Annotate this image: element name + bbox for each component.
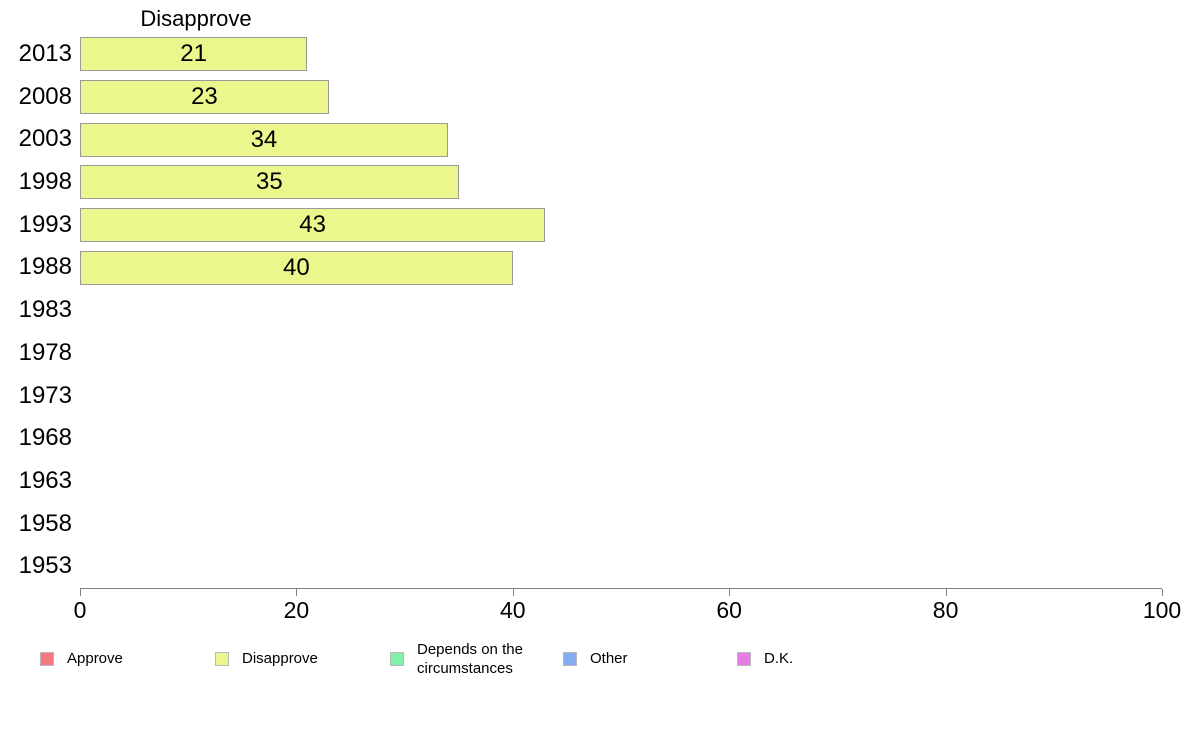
y-axis-label: 1953 (18, 552, 72, 580)
bar-value-label: 40 (283, 253, 310, 281)
chart-row: 1958 (0, 503, 1188, 546)
chart-row: 1978 (0, 332, 1188, 375)
legend-item: Depends on the circumstances (390, 638, 557, 680)
y-axis-label: 1958 (18, 509, 72, 537)
x-axis-tick (80, 589, 81, 596)
x-axis-tick (729, 589, 731, 596)
bar-value-label: 21 (180, 40, 207, 68)
chart-row: 1963 (0, 460, 1188, 503)
x-axis-tick-label: 60 (716, 597, 742, 623)
x-axis-tick-label: 0 (73, 597, 87, 623)
legend-swatch (215, 652, 229, 666)
legend-swatch (390, 652, 404, 666)
legend-item: Approve (40, 638, 123, 680)
bar-value-label: 43 (299, 211, 326, 239)
chart-row: 1993 43 (0, 204, 1188, 247)
x-axis-tick-label: 40 (500, 597, 526, 623)
y-axis-label: 1963 (18, 466, 72, 494)
legend-label: Other (590, 650, 628, 668)
x-axis-tick (512, 589, 514, 596)
y-axis-label: 1968 (18, 424, 72, 452)
x-axis-line (80, 588, 1162, 589)
chart-row: 1983 (0, 289, 1188, 332)
legend-item: Other (563, 638, 628, 680)
legend-swatch (737, 652, 751, 666)
legend-label: Disapprove (242, 650, 318, 668)
plot-area: 2013 21 2008 23 2003 34 1998 35 1993 43 1988 40 1983… (0, 33, 1188, 588)
chart-row: 2003 34 (0, 118, 1188, 161)
chart-row: 1988 40 (0, 246, 1188, 289)
y-axis-label: 1998 (18, 168, 72, 196)
x-axis-tick-label: 80 (932, 597, 959, 623)
bar-value-label: 34 (250, 125, 278, 153)
y-axis-label: 2013 (18, 40, 72, 67)
x-axis-tick (945, 589, 947, 596)
bar: 34 (80, 122, 448, 157)
x-axis-tick-label: 100 (1142, 597, 1182, 623)
chart-row: 1973 (0, 375, 1188, 418)
y-axis-label: 1978 (18, 338, 72, 366)
legend-item: D.K. (737, 638, 793, 680)
y-axis-label: 1993 (18, 210, 72, 238)
chart-row: 2013 21 (0, 33, 1188, 76)
y-axis-label: 1988 (18, 253, 72, 281)
bar-value-label: 23 (191, 83, 218, 111)
chart-row: 2008 23 (0, 76, 1188, 119)
legend: Approve Disapprove Depends on the circumst… (0, 638, 1188, 682)
legend-label: Approve (67, 650, 123, 668)
chart-title: Disapprove (140, 6, 252, 31)
bar: 43 (80, 208, 546, 243)
y-axis-label: 2008 (18, 82, 72, 110)
chart-row: 1968 (0, 417, 1188, 460)
legend-item: Disapprove (215, 638, 318, 680)
bar: 40 (80, 250, 513, 285)
y-axis-label: 1983 (18, 296, 72, 324)
legend-swatch (563, 652, 577, 666)
x-axis-tick-label: 20 (283, 597, 310, 623)
legend-label: Depends on the circumstances (417, 640, 523, 678)
y-axis-label: 1973 (18, 381, 72, 409)
chart-row: 1998 35 (0, 161, 1188, 204)
bar: 35 (80, 165, 459, 200)
chart-row: 1953 (0, 545, 1188, 588)
bar-value-label: 35 (255, 168, 283, 196)
x-axis-tick (296, 589, 298, 596)
legend-swatch (40, 652, 54, 666)
x-axis-tick (1162, 589, 1163, 596)
legend-label: D.K. (764, 650, 794, 668)
y-axis-label: 2003 (18, 125, 72, 153)
bar: 21 (80, 37, 308, 72)
bar: 23 (80, 80, 329, 115)
